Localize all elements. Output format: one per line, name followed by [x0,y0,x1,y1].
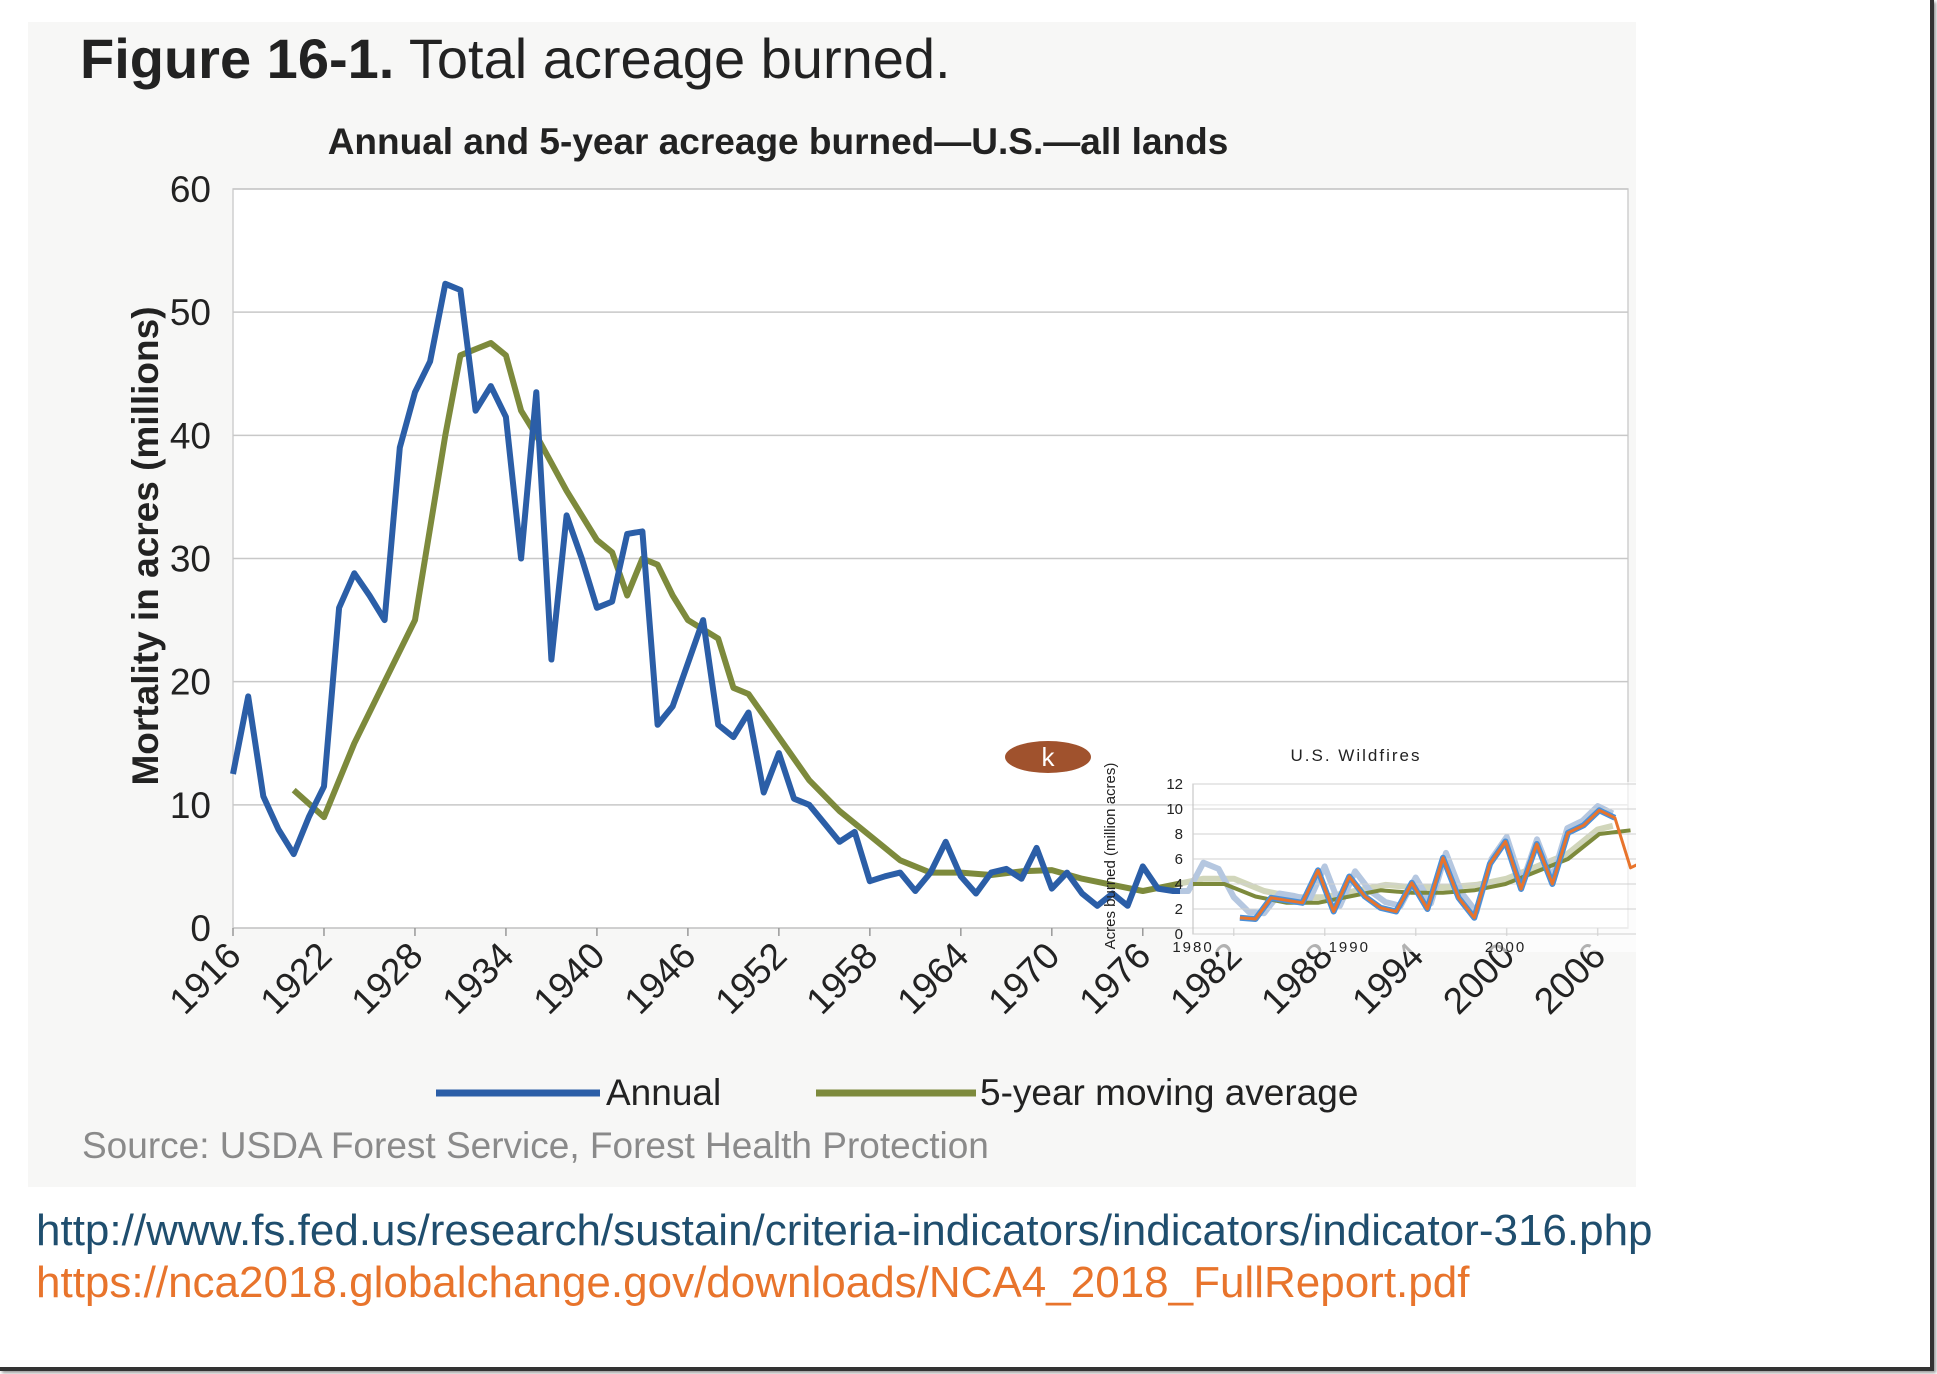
inset-y-tick-labels: 0 2 4 6 8 10 12 [1166,776,1183,943]
y-tick-label: 60 [170,169,211,210]
y-tick-label: 10 [170,785,211,826]
inset-y-tick-label: 10 [1166,801,1183,818]
figure-panel: Figure 16-1. Total acreage burned. Annua… [28,22,1636,1187]
inset-series [1193,807,1636,922]
y-tick-label: 0 [190,908,211,949]
inset-x-tick-labels: 19801990200020102020 [1172,939,1526,956]
inset-badge [1005,741,1091,773]
x-tick-label: 1922 [252,935,339,1022]
x-tick-label: 1964 [889,935,976,1022]
x-tick-label: 1934 [434,935,521,1022]
inset-badge-label: k [1042,742,1056,772]
inset-chart: k U.S. Wildfires Acres burned (million a… [1005,741,1636,956]
inset-y-tick-label: 12 [1166,776,1183,793]
main-chart: Annual and 5-year acreage burned—U.S.—al… [82,121,1636,1166]
figure-label: Figure 16-1. [80,27,395,90]
inset-x-tick-label: 2000 [1485,939,1526,956]
inset-title: U.S. Wildfires [1291,746,1422,765]
source-note: Source: USDA Forest Service, Forest Heal… [82,1125,989,1166]
inset-y-axis-label: Acres burned (million acres) [1102,763,1119,950]
x-tick-label: 1952 [707,935,794,1022]
inset-grid [1192,783,1636,935]
legend-annual-label: Annual [606,1072,721,1113]
x-tick-label: 1946 [616,935,703,1022]
y-tick-labels: 0 10 20 30 40 50 60 [170,169,211,949]
legend-avg-label: 5-year moving average [980,1072,1358,1113]
inset-annual-line [1239,808,1636,921]
y-tick-label: 50 [170,292,211,333]
y-tick-label: 20 [170,662,211,703]
inset-x-tick-label: 1980 [1172,939,1213,956]
x-tick-label: 1970 [980,935,1067,1022]
inset-y-tick-label: 4 [1175,876,1183,893]
figure-caption: Total acreage burned. [408,27,951,90]
x-tick-label: 1928 [343,935,430,1022]
chart-title: Annual and 5-year acreage burned—U.S.—al… [328,121,1229,162]
y-axis-label: Mortality in acres (millions) [125,306,166,785]
x-tick-label: 1940 [525,935,612,1022]
x-tick-label: 1958 [798,935,885,1022]
inset-y-tick-label: 8 [1175,826,1183,843]
inset-background [1180,782,1636,952]
figure-title: Figure 16-1. Total acreage burned. [80,26,951,91]
y-tick-label: 30 [170,539,211,580]
y-tick-label: 40 [170,415,211,456]
inset-x-tick-label: 1990 [1329,939,1370,956]
inset-y-tick-label: 2 [1175,901,1183,918]
inset-y-tick-label: 6 [1175,851,1183,868]
source-link-fs[interactable]: http://www.fs.fed.us/research/sustain/cr… [36,1206,1653,1255]
legend: Annual 5-year moving average [436,1072,1358,1113]
source-link-nca[interactable]: https://nca2018.globalchange.gov/downloa… [36,1258,1470,1307]
inset-y-tick-label: 0 [1175,926,1183,943]
